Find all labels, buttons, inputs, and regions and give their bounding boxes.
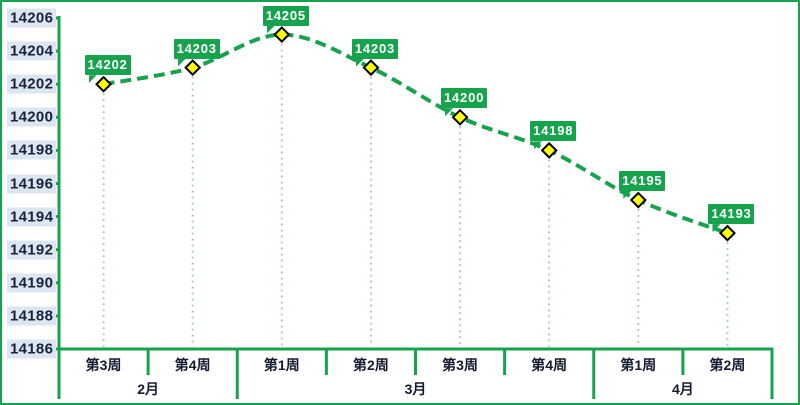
y-tick-label: 14188 — [7, 306, 57, 326]
data-label-tail — [355, 58, 364, 67]
data-point-label: 14193 — [708, 204, 755, 233]
data-label-tail — [266, 25, 275, 34]
data-point-marker — [540, 141, 558, 159]
y-tick-label: 14194 — [7, 207, 57, 227]
week-label: 第3周 — [85, 357, 122, 373]
data-label-tail — [712, 224, 721, 233]
data-label-tail — [177, 58, 186, 67]
month-label: 4月 — [671, 381, 694, 397]
week-label: 第3周 — [442, 357, 478, 373]
data-point-label: 14200 — [441, 88, 488, 117]
data-point-label: 14203 — [351, 38, 398, 67]
week-label: 第4周 — [174, 357, 211, 373]
y-tick-label: 14202 — [7, 74, 57, 94]
data-point-label: 14195 — [619, 171, 666, 200]
y-tick-label: 14192 — [7, 240, 57, 260]
data-label-tail — [445, 108, 454, 117]
month-label: 2月 — [137, 381, 160, 397]
data-point-marker — [362, 59, 380, 77]
y-tick-label: 14190 — [7, 273, 57, 293]
data-label-tail — [88, 75, 97, 84]
data-point-marker — [273, 26, 291, 44]
data-point-marker — [184, 59, 202, 77]
data-point-marker — [451, 108, 469, 126]
week-label: 第1周 — [263, 357, 300, 373]
data-label-tail — [623, 191, 632, 200]
y-tick-label: 14186 — [7, 339, 57, 359]
y-tick-label: 14206 — [7, 8, 57, 28]
data-point-marker — [629, 191, 647, 209]
data-point-label: 14203 — [173, 38, 220, 67]
data-point-marker — [95, 75, 113, 93]
y-tick-label: 14196 — [7, 174, 57, 193]
data-point-label: 14205 — [262, 5, 309, 34]
week-label: 第4周 — [531, 357, 568, 373]
week-label: 第2周 — [709, 357, 746, 373]
data-point-label: 14198 — [530, 121, 577, 150]
data-point-marker — [718, 224, 736, 242]
y-tick-label: 14204 — [7, 41, 57, 61]
week-label: 第1周 — [620, 357, 657, 373]
month-label: 3月 — [404, 381, 427, 397]
y-tick-label: 14200 — [7, 107, 57, 127]
data-point-label: 14202 — [84, 55, 131, 84]
data-label-tail — [534, 141, 543, 150]
y-tick-label: 14198 — [7, 140, 57, 160]
week-label: 第2周 — [353, 357, 389, 373]
